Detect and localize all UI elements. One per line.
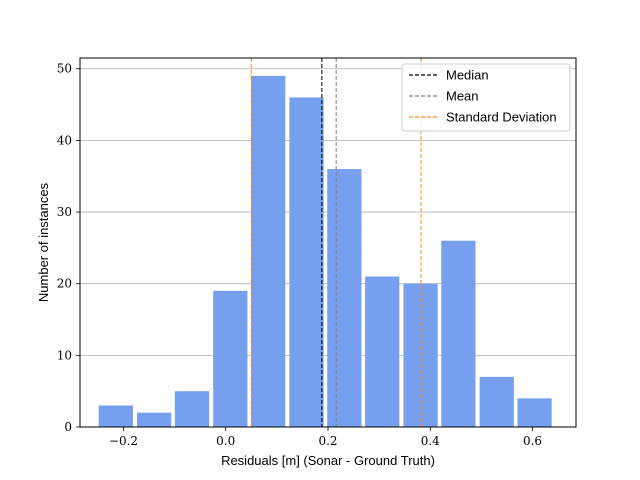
x-tick-label: 0.4 <box>421 434 440 448</box>
y-tick-label: 50 <box>57 62 72 76</box>
legend: Median Mean Standard Deviation <box>401 63 571 132</box>
x-axis-label: Residuals [m] (Sonar - Ground Truth) <box>221 453 435 468</box>
y-tick-label: 30 <box>57 205 72 219</box>
y-tick-label: 10 <box>57 348 72 362</box>
y-tick-label: 20 <box>57 277 72 291</box>
axis-ticks: −0.2 0.0 0.2 0.4 0.6 0 10 20 30 40 50 <box>57 62 542 448</box>
legend-label: Standard Deviation <box>446 110 557 125</box>
x-tick-label: 0.0 <box>216 434 235 448</box>
y-tick-label: 0 <box>64 420 72 434</box>
histogram-bar <box>479 376 514 427</box>
histogram-bar <box>365 276 400 427</box>
legend-label: Mean <box>446 89 479 104</box>
histogram-bar <box>403 283 438 427</box>
histogram-bar <box>289 97 324 427</box>
histogram-bar <box>213 290 248 427</box>
x-tick-label: 0.6 <box>523 434 542 448</box>
y-axis-label: Number of instances <box>36 182 51 302</box>
x-tick-label: −0.2 <box>109 434 138 448</box>
histogram-bar <box>98 405 133 427</box>
histogram-bars <box>98 75 552 427</box>
histogram-bar <box>517 398 552 427</box>
histogram-bar <box>327 169 362 427</box>
y-tick-label: 40 <box>57 133 72 147</box>
histogram-bar <box>174 391 210 427</box>
x-tick-label: 0.2 <box>318 434 337 448</box>
histogram-bar <box>441 240 476 427</box>
histogram-bar <box>137 412 172 427</box>
histogram-bar <box>251 75 286 427</box>
legend-box <box>401 63 571 132</box>
legend-label: Median <box>446 68 489 83</box>
